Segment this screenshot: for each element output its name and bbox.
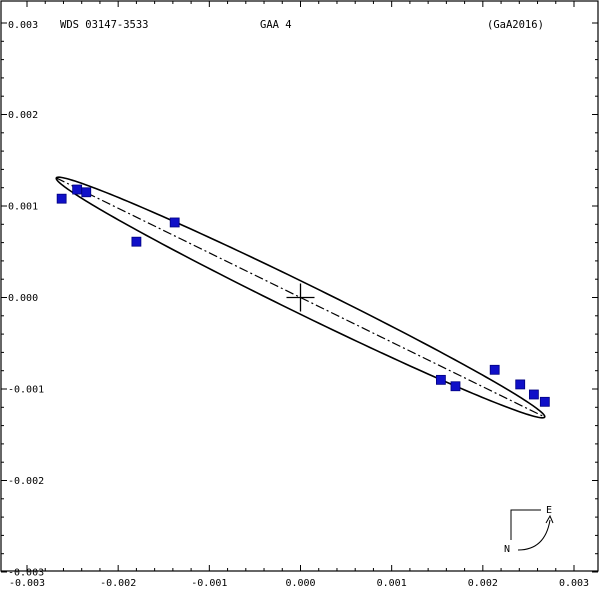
y-tick-label: -0.003 [8,568,44,579]
compass-arrow-arc [517,519,551,551]
plot-frame [0,0,599,572]
data-point [539,396,550,407]
y-tick-label: 0.001 [8,202,38,213]
header-source: GAA 4 [260,19,292,31]
compass-arrow-head [545,514,554,524]
compass-north-label: N [504,544,510,555]
x-tick-label: 0.001 [377,578,407,589]
data-point [131,236,142,247]
y-tick-label: 0.000 [8,293,38,304]
data-point [450,381,461,392]
y-tick-labels: 0.003 0.002 0.001 0.000 -0.001 -0.002 -0.003 [8,20,44,579]
data-point [435,374,446,385]
x-tick-label: 0.002 [468,578,498,589]
y-tick-label: 0.003 [8,20,38,31]
data-point [169,217,180,228]
data-point [56,193,67,204]
data-point [81,187,92,198]
axis-ticks [1,1,598,573]
major-axis-line [56,177,545,418]
compass-axes [510,509,541,540]
compass: E N [504,505,554,555]
data-point [489,364,500,375]
y-tick-label: -0.001 [8,385,44,396]
data-point [72,184,83,195]
observation-points [56,184,550,407]
header-wds: WDS 03147-3533 [60,19,149,31]
y-tick-label: 0.002 [8,110,38,121]
primary-star-marker [286,283,315,312]
y-tick-label: -0.002 [8,476,44,487]
x-tick-label: 0.000 [285,578,315,589]
compass-east-label: E [546,505,552,516]
x-tick-label: -0.002 [100,578,136,589]
header-ref: (GaA2016) [487,19,544,31]
data-point [528,389,539,400]
x-tick-label: 0.003 [559,578,589,589]
x-tick-label: -0.003 [9,578,45,589]
x-tick-label: -0.001 [191,578,227,589]
x-tick-labels: -0.003 -0.002 -0.001 0.000 0.001 0.002 0.003 [9,578,589,589]
data-point [515,379,526,390]
